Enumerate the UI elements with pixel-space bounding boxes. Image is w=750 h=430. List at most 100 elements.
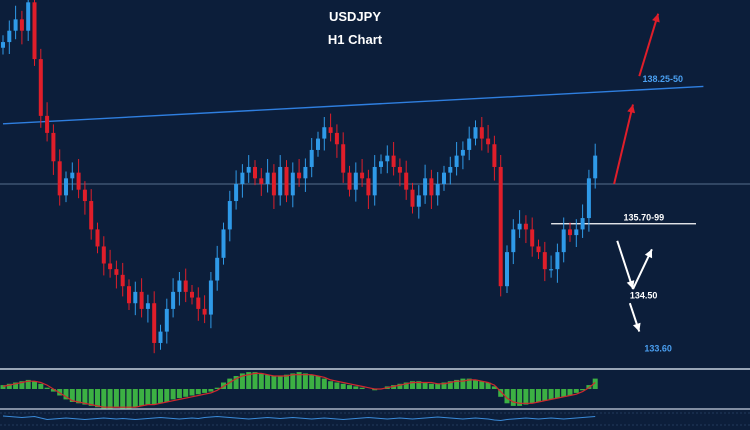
candle <box>227 190 232 242</box>
oscillator-bar <box>50 389 56 392</box>
candle <box>492 135 497 181</box>
oscillator-bar <box>359 387 365 389</box>
oscillator-bar <box>491 386 497 389</box>
candle-body <box>51 132 56 162</box>
up-arrow-icon <box>613 104 636 185</box>
candle-body <box>38 59 43 116</box>
price-level-label: 133.60 <box>644 343 672 353</box>
oscillator-bar <box>6 383 12 389</box>
candle-body <box>271 172 276 196</box>
candle-body <box>523 223 528 230</box>
candle-body <box>177 280 182 292</box>
oscillator-bar <box>0 385 6 389</box>
oscillator-bar <box>252 372 258 389</box>
candle <box>133 281 138 316</box>
candle-body <box>568 229 572 236</box>
candle <box>82 181 87 215</box>
candle <box>334 124 339 158</box>
candle <box>89 189 94 240</box>
candle-body <box>234 184 239 202</box>
candle <box>473 120 478 146</box>
candle <box>32 0 37 66</box>
candle <box>479 117 484 151</box>
candle <box>574 219 579 248</box>
candle-body <box>586 178 591 219</box>
candle <box>435 172 440 206</box>
candle <box>1 35 5 55</box>
candle <box>511 219 516 265</box>
oscillator-bar <box>504 389 510 404</box>
candle <box>316 131 320 157</box>
oscillator-bar <box>554 389 560 399</box>
candle-body <box>190 291 194 298</box>
candle <box>51 124 56 175</box>
oscillator-bar <box>214 387 220 389</box>
candle <box>423 164 428 204</box>
candle-body <box>328 127 333 133</box>
candle <box>297 159 302 187</box>
candle-body <box>309 149 314 167</box>
candle <box>542 241 547 282</box>
oscillator-bar <box>340 383 346 389</box>
oscillator-bar <box>277 376 283 389</box>
oscillator-bar <box>353 386 359 389</box>
candle-body <box>19 19 24 31</box>
candle <box>196 287 201 321</box>
oscillator-bar <box>466 378 472 389</box>
oscillator-bar <box>233 376 239 389</box>
candle-body <box>221 229 226 258</box>
oscillator-bar <box>25 379 31 389</box>
oscillator-bar <box>302 373 308 389</box>
oscillator-bar <box>460 378 466 389</box>
oscillator-bar <box>428 383 434 389</box>
candle-body <box>366 178 371 196</box>
oscillator-bar <box>208 389 214 392</box>
candle-body <box>353 172 358 190</box>
oscillator-bar <box>447 381 453 389</box>
candle <box>303 158 308 192</box>
candle-body <box>460 149 465 156</box>
candle-body <box>45 115 50 133</box>
oscillator-bar <box>88 389 94 406</box>
candle-body <box>316 138 320 150</box>
candle <box>536 239 541 259</box>
candle-body <box>416 195 421 207</box>
candle <box>505 245 509 294</box>
oscillator-bar <box>258 373 264 389</box>
oscillator-bar <box>391 385 397 389</box>
candle <box>183 268 188 303</box>
candle-body <box>183 280 188 292</box>
trendline <box>2 85 704 125</box>
candle-body <box>32 2 37 60</box>
oscillator-bar <box>485 382 491 389</box>
candle-body <box>404 172 409 190</box>
candle <box>70 162 75 191</box>
candle-body <box>215 257 220 281</box>
lower-indicator-line <box>2 415 596 422</box>
candle-body <box>101 246 106 264</box>
oscillator-bar <box>246 372 252 389</box>
oscillator-bar <box>132 389 138 408</box>
oscillator-bar <box>479 381 485 389</box>
candle <box>171 278 176 318</box>
down-arrow-icon <box>628 302 641 332</box>
candle <box>26 0 31 41</box>
oscillator-bar <box>183 389 189 397</box>
oscillator-bar <box>107 389 113 409</box>
candle-body <box>13 19 18 31</box>
candle <box>158 324 163 350</box>
candle-body <box>334 132 339 145</box>
oscillator-bar <box>82 389 88 405</box>
candle <box>101 236 106 276</box>
candle <box>385 145 390 174</box>
candle-body <box>479 127 484 139</box>
candle <box>290 162 295 208</box>
candle-body <box>114 269 119 275</box>
candle-body <box>227 201 232 230</box>
candle <box>127 279 131 311</box>
candle <box>271 164 276 209</box>
oscillator-bar <box>567 389 573 396</box>
candle <box>366 169 371 209</box>
candle-body <box>171 291 176 309</box>
